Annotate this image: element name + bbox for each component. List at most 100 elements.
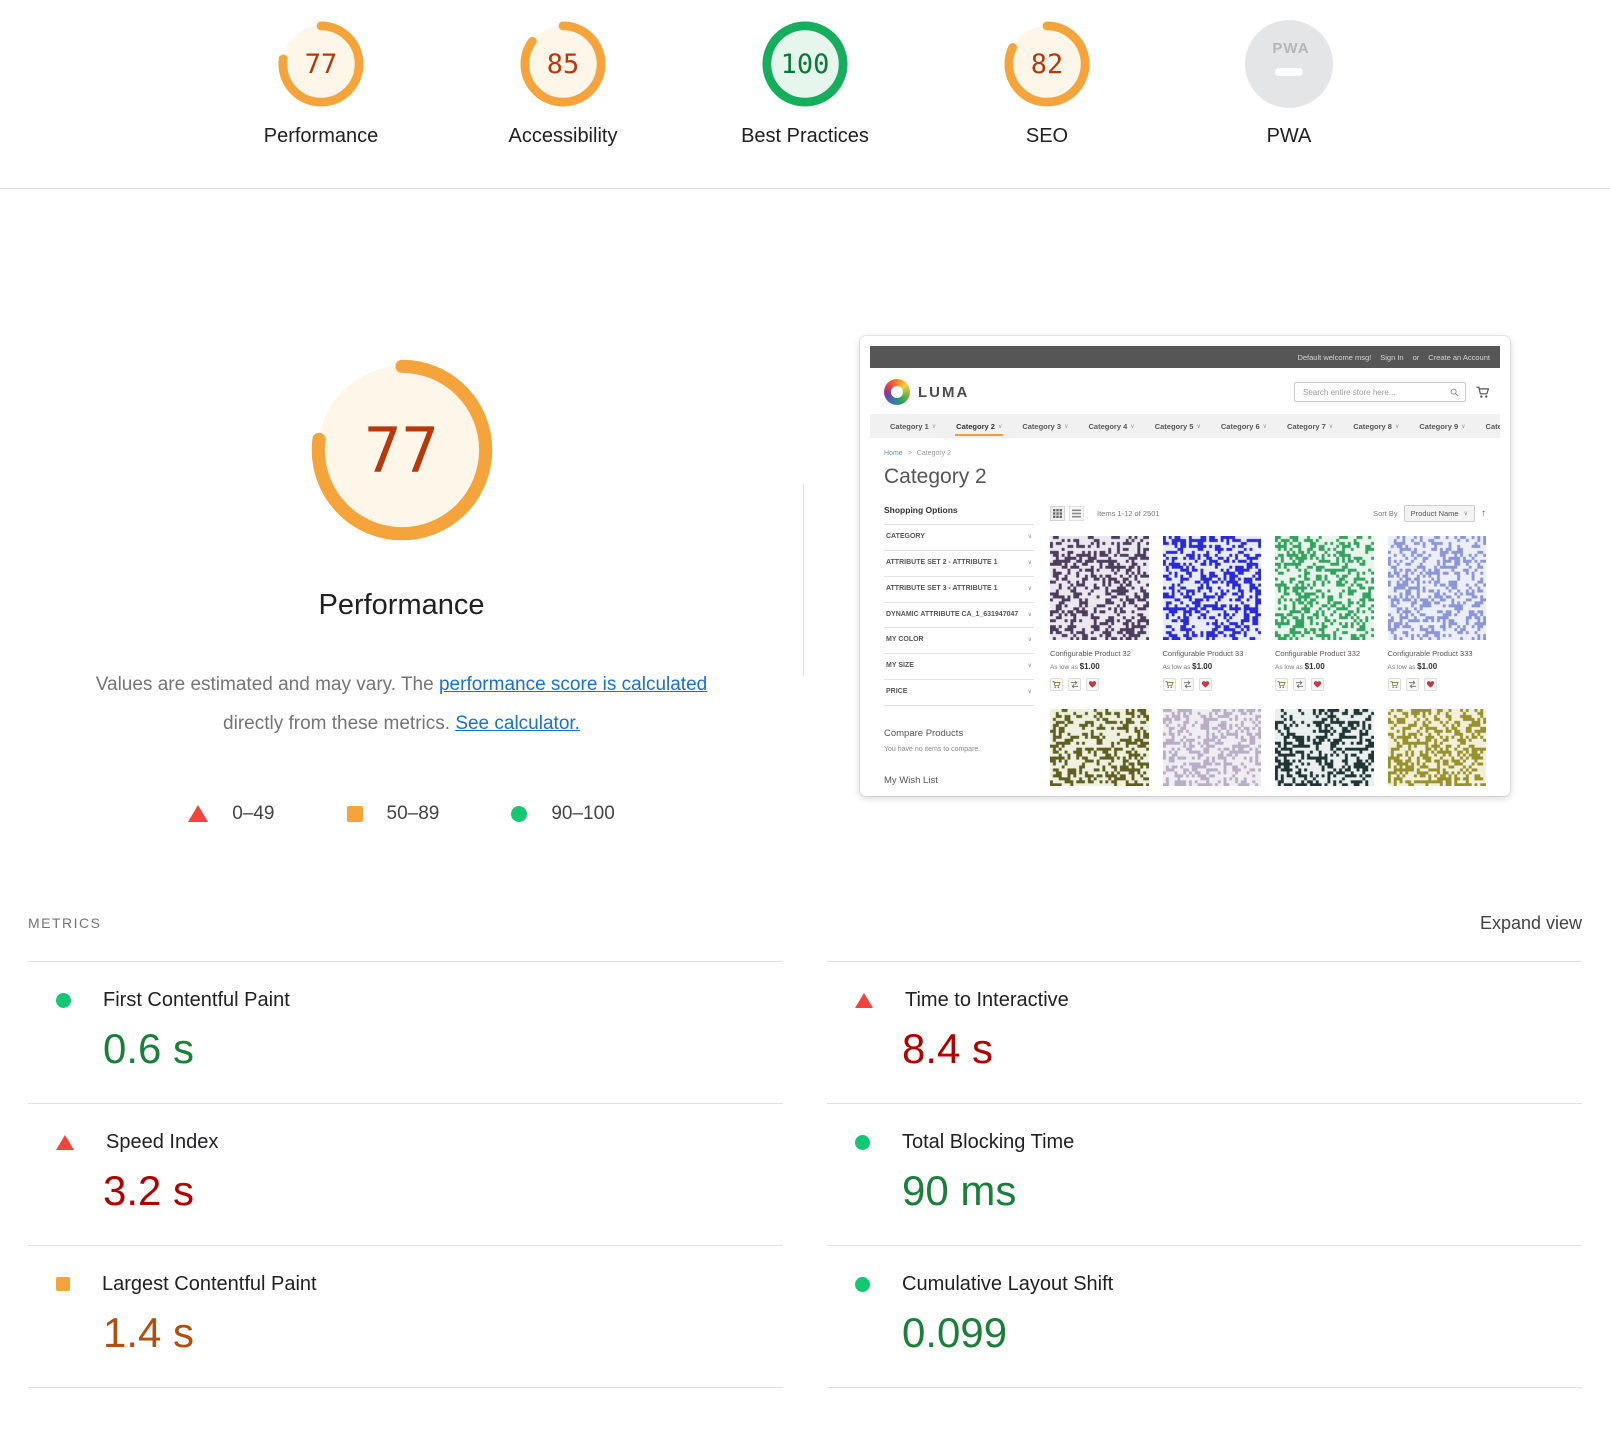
mini-category-nav: Category 1 ∨ Category 2 ∨ Category 3 ∨ Cate… (870, 414, 1500, 438)
chevron-down-icon: ∨ (1027, 663, 1032, 670)
performance-description: Values are estimated and may vary. The p… (92, 666, 712, 744)
performance-gauge[interactable]: 77 (309, 357, 495, 543)
mini-filter-row: PRICE ∨ (884, 679, 1034, 706)
chevron-down-icon: ∨ (1461, 423, 1466, 430)
legend-item: 90–100 (511, 803, 615, 825)
score-label: Performance (263, 125, 379, 147)
sign-in-link: Sign In (1380, 352, 1404, 362)
mini-product-card (1387, 709, 1486, 786)
add-to-cart-icon (1275, 678, 1288, 691)
grid-view-icon (1050, 506, 1065, 521)
product-image (1275, 536, 1374, 640)
metric-item: Cumulative Layout Shift 0.099 (827, 1244, 1582, 1388)
compare-icon (1293, 678, 1306, 691)
product-name: Configurable Product 333 (1387, 649, 1473, 658)
mini-nav-category: Category 10∨ (1485, 421, 1500, 431)
metric-value: 3.2 s (103, 1166, 195, 1214)
metric-status-icon (56, 992, 71, 1008)
product-price: As low as $1.00 (1050, 662, 1100, 671)
product-name: Configurable Product 32 (1050, 649, 1131, 658)
product-image (1387, 536, 1486, 640)
brand-name: LUMA (918, 383, 970, 401)
mini-product-card (1050, 709, 1149, 786)
compare-products-title: Compare Products (884, 727, 964, 739)
metrics-grid: First Contentful Paint 0.6 s Time to Int… (28, 960, 1582, 1388)
see-calculator-link[interactable]: See calculator. (455, 713, 580, 734)
product-price: As low as $1.00 (1275, 662, 1325, 671)
shopping-options-title: Shopping Options (884, 505, 958, 515)
search-icon (1450, 388, 1459, 396)
metric-value: 8.4 s (902, 1024, 994, 1072)
metric-status-icon (56, 1277, 70, 1292)
mini-page-title: Category 2 (884, 465, 987, 488)
page-screenshot-thumbnail: Default welcome msg! Sign In or Create a… (860, 336, 1510, 796)
add-to-cart-icon (1050, 678, 1063, 691)
description-text: Values are estimated and may vary. The (95, 674, 439, 696)
legend-shape-icon (188, 805, 209, 823)
chevron-down-icon: ∨ (931, 423, 937, 430)
cart-icon (1476, 386, 1490, 398)
sort-select: Product Name ∨ (1403, 505, 1475, 522)
mini-nav-category: Category 8 ∨ (1353, 421, 1400, 431)
chevron-down-icon: ∨ (1027, 585, 1032, 592)
mini-nav-category: Category 6 ∨ (1220, 421, 1268, 431)
mini-nav-category: Category 9 ∨ (1419, 421, 1466, 431)
compare-icon (1180, 678, 1194, 691)
expand-view-button[interactable]: Expand view (1479, 912, 1582, 933)
description-text: directly from these metrics. (223, 713, 456, 734)
score-summary-strip: 77 Performance 85 Accessibility 100 Best… (0, 0, 1610, 148)
product-image (1387, 709, 1486, 786)
legend-range: 0–49 (232, 802, 275, 824)
product-image (1162, 536, 1261, 640)
items-count: Items 1-12 of 2501 (1097, 509, 1160, 518)
chevron-down-icon: ∨ (1027, 559, 1032, 566)
metric-status-icon (855, 992, 873, 1008)
mini-luma-page: Default welcome msg! Sign In or Create a… (870, 346, 1500, 786)
mini-breadcrumb: Home > Category 2 (870, 438, 1500, 457)
performance-summary-section: 77 Performance Values are estimated and … (0, 189, 1610, 825)
score-value: 85 (546, 48, 580, 80)
category-score[interactable]: 82 SEO (971, 20, 1123, 148)
mini-search-area (1294, 382, 1490, 402)
mini-sidebar: Shopping Options CATEGORY ∨ ATTRIBUTE SET… (884, 505, 1034, 786)
vertical-divider (803, 484, 804, 676)
luma-logo-icon (884, 379, 910, 405)
luma-logo: LUMA (884, 379, 969, 405)
chevron-down-icon: ∨ (1328, 423, 1334, 430)
category-score[interactable]: 77 Performance (245, 20, 397, 148)
list-view-icon (1069, 506, 1084, 521)
mini-product-card (1275, 709, 1374, 786)
mini-filter-row: DYNAMIC ATTRIBUTE CA_1_631947047 ∨ (884, 601, 1034, 628)
mini-nav-category: Category 5 ∨ (1154, 421, 1201, 431)
mini-product-card: Configurable Product 332 As low as $1.00 (1275, 536, 1374, 691)
wishlist-title: My Wish List (884, 774, 938, 786)
category-score[interactable]: 85 Accessibility (487, 20, 639, 148)
mini-filter-row: ATTRIBUTE SET 3 - ATTRIBUTE 1 ∨ (884, 575, 1034, 602)
legend-item: 0–49 (188, 802, 275, 825)
chevron-down-icon: ∨ (1262, 423, 1268, 430)
mini-filter-row: ATTRIBUTE SET 2 - ATTRIBUTE 1 ∨ (884, 549, 1034, 576)
score-gauge-icon: 77 (277, 20, 365, 108)
sort-by: Sort By Product Name ∨ ↑ (1373, 505, 1486, 522)
product-image (1275, 709, 1374, 786)
chevron-down-icon: ∨ (1027, 611, 1032, 618)
wishlist-heart-icon (1086, 678, 1099, 691)
category-score-pwa[interactable]: PWA PWA (1213, 20, 1365, 148)
compare-icon (1405, 678, 1419, 691)
lighthouse-report: 77 Performance 85 Accessibility 100 Best… (0, 0, 1610, 1388)
metric-label: Largest Contentful Paint (102, 1272, 317, 1295)
mini-nav-category: Category 1 ∨ (890, 421, 937, 431)
mini-body: Shopping Options CATEGORY ∨ ATTRIBUTE SET… (870, 489, 1500, 786)
score-calculated-link[interactable]: performance score is calculated (438, 674, 708, 696)
category-score[interactable]: 100 Best Practices (729, 20, 881, 148)
product-grid: Configurable Product 32 As low as $1.00 … (1050, 536, 1486, 786)
mini-nav-category: Category 7 ∨ (1287, 421, 1334, 431)
pwa-badge-icon: PWA (1245, 20, 1333, 108)
chevron-down-icon: ∨ (1394, 423, 1400, 430)
chevron-down-icon: ∨ (1463, 511, 1468, 517)
chevron-down-icon: ∨ (997, 423, 1003, 430)
product-image (1050, 536, 1149, 640)
chevron-down-icon: ∨ (1064, 423, 1069, 430)
score-value: 82 (1030, 48, 1064, 80)
product-price: As low as $1.00 (1162, 662, 1213, 671)
